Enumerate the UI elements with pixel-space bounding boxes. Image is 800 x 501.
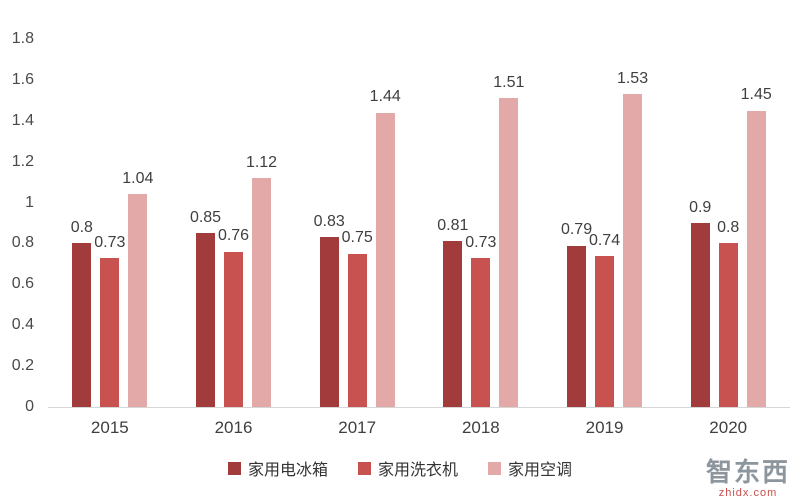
bar: [690, 223, 710, 407]
x-axis: 2015 2016 2017 2018 2019 2020: [48, 418, 790, 438]
bar: [347, 253, 367, 407]
bar: [252, 178, 271, 407]
bar: [375, 112, 395, 407]
bar-cell: 0.8: [717, 218, 740, 407]
bar-value-label: 0.83: [313, 213, 345, 231]
y-tick-label: 0.6: [11, 275, 34, 293]
y-tick-label: 0: [25, 398, 34, 415]
bar: [567, 245, 587, 407]
bar-value-label: 0.8: [717, 219, 740, 237]
bar-cell: 1.45: [741, 85, 772, 407]
bar-value-label: 0.76: [217, 227, 250, 245]
bar-cell: 0.76: [218, 226, 249, 407]
plot-area: 0.8 0.73 1.04 0.85 0.76 1.12 0.83 0.75 1.44 0.81 0…: [48, 39, 790, 408]
bar: [128, 194, 148, 407]
bar-cell: 0.79: [561, 220, 592, 407]
bar-value-label: 1.45: [740, 86, 772, 104]
bar-group: 0.83 0.75 1.44: [295, 39, 419, 407]
legend-label: 家用洗衣机: [377, 462, 458, 479]
bar-cell: 1.04: [122, 169, 153, 407]
bar: [471, 257, 491, 407]
y-axis: 1.8 1.6 1.4 1.2 1 0.8 0.6 0.4 0.2 0: [0, 31, 40, 415]
x-axis-label: 2020: [709, 418, 748, 437]
bar-cell: 0.73: [465, 233, 496, 407]
watermark-logo: 智东西: [705, 457, 790, 487]
legend-item: 家用电冰箱: [227, 456, 328, 480]
bar-cell: 0.85: [190, 208, 221, 407]
bar: [499, 98, 519, 407]
legend-color-swatch: [357, 461, 371, 475]
bar-value-label: 1.04: [122, 170, 154, 188]
y-tick-label: 1: [25, 193, 34, 211]
bar: [100, 257, 120, 407]
bar-group: 0.81 0.73 1.51: [419, 39, 543, 407]
legend-label: 家用电冰箱: [247, 462, 328, 479]
legend: 家用电冰箱 家用洗衣机 家用空调: [0, 456, 800, 480]
bar-value-label: 0.73: [94, 233, 126, 251]
bar-cell: 0.8: [70, 218, 93, 407]
bar: [224, 251, 243, 407]
bar: [319, 237, 339, 407]
y-tick-label: 1.8: [11, 30, 34, 47]
y-tick-label: 1.2: [11, 152, 34, 170]
bar-value-label: 0.79: [560, 221, 593, 239]
bar: [72, 243, 92, 407]
bar-value-label: 0.73: [465, 233, 497, 251]
bar-cell: 1.51: [493, 73, 524, 407]
bar-cell: 0.73: [94, 233, 125, 407]
x-axis-label: 2017: [338, 418, 377, 437]
bar-cell: 0.9: [689, 198, 712, 407]
bar-cell: 1.44: [370, 87, 401, 407]
legend-label: 家用空调: [508, 462, 573, 479]
bar: [718, 243, 738, 407]
watermark: 智东西 zhidx.com: [706, 459, 790, 499]
bar-group: 0.85 0.76 1.12: [172, 39, 296, 407]
watermark-url: zhidx.com: [718, 487, 778, 499]
bar-cell: 0.81: [437, 216, 468, 407]
bar-cell: 0.75: [342, 228, 373, 407]
bar-value-label: 0.74: [588, 231, 621, 249]
bar-value-label: 1.44: [369, 88, 401, 106]
bar: [443, 241, 463, 407]
bar-group: 0.8 0.73 1.04: [48, 39, 172, 407]
bar-value-label: 0.75: [341, 229, 373, 247]
plot-wrap: 1.8 1.6 1.4 1.2 1 0.8 0.6 0.4 0.2 0 0.8 0.73 1.04 0.…: [0, 31, 800, 415]
y-tick-label: 1.6: [11, 70, 34, 88]
x-axis-label: 2015: [90, 418, 129, 437]
bar-value-label: 0.81: [437, 217, 469, 235]
bar-value-label: 1.53: [616, 70, 649, 88]
y-tick-label: 0.8: [11, 234, 34, 252]
bar-group: 0.9 0.8 1.45: [666, 39, 790, 407]
legend-color-swatch: [488, 461, 501, 475]
legend-color-swatch: [227, 461, 241, 475]
x-axis-label: 2019: [585, 418, 624, 437]
x-axis-label: 2016: [214, 418, 253, 437]
bar-value-label: 1.51: [493, 74, 525, 92]
bar-cell: 0.83: [314, 212, 345, 407]
bar-value-label: 1.12: [245, 153, 278, 171]
y-tick-label: 0.2: [11, 357, 34, 375]
bar: [196, 233, 215, 407]
bar-group: 0.79 0.74 1.53: [543, 39, 667, 407]
legend-item: 家用空调: [488, 456, 572, 480]
x-axis-label: 2018: [461, 418, 500, 437]
legend-item: 家用洗衣机: [357, 456, 458, 480]
bar: [595, 255, 615, 407]
bar-value-label: 0.9: [689, 198, 712, 216]
y-tick-label: 0.4: [11, 316, 34, 334]
bar-cell: 0.74: [589, 231, 620, 407]
bar: [746, 110, 766, 407]
bar-value-label: 0.85: [189, 209, 222, 227]
bar-groups: 0.8 0.73 1.04 0.85 0.76 1.12 0.83 0.75 1.44 0.81 0…: [48, 39, 790, 407]
bar-value-label: 0.8: [70, 219, 93, 237]
bar-cell: 1.12: [246, 153, 277, 407]
bar: [623, 94, 643, 407]
y-tick-label: 1.4: [11, 111, 34, 129]
bar-cell: 1.53: [617, 69, 648, 407]
